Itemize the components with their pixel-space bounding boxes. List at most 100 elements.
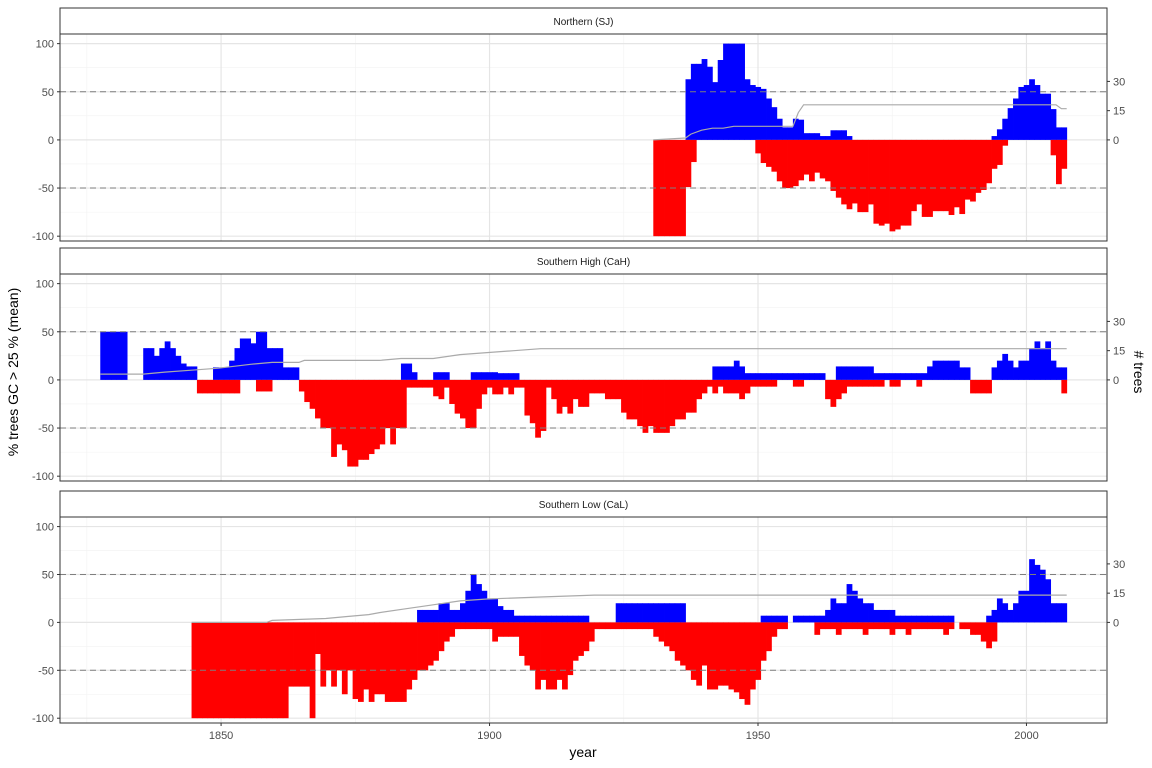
bar-positive [647, 603, 654, 623]
bar-negative [1061, 139, 1068, 169]
bar-positive [760, 615, 767, 623]
bar-negative [980, 379, 987, 394]
bar-positive [846, 136, 853, 140]
y-tick-label: -100 [32, 231, 54, 243]
bar-negative [540, 379, 547, 431]
bar-negative [873, 139, 880, 224]
bar-positive [996, 129, 1003, 140]
bar-positive [916, 615, 923, 623]
bar-positive [782, 127, 788, 140]
bar-positive [288, 367, 294, 380]
bar-positive [100, 331, 107, 380]
trees-count-line [191, 594, 1067, 623]
x-tick-label: 1950 [746, 730, 770, 742]
bar-negative [449, 622, 456, 637]
bar-negative [395, 622, 402, 702]
bar-negative [970, 622, 976, 635]
bar-positive [572, 615, 579, 623]
bar-negative [578, 622, 584, 656]
bar-positive [1050, 603, 1057, 623]
bar-positive [1029, 559, 1035, 623]
bar-negative [862, 622, 869, 635]
bar-negative [674, 139, 681, 237]
bar-positive [443, 372, 450, 380]
bar-positive [717, 59, 724, 140]
bar-positive [1055, 603, 1062, 623]
bar-positive [486, 598, 493, 623]
bar-positive [771, 107, 778, 140]
bar-negative [841, 379, 847, 394]
bar-negative [298, 379, 305, 392]
bar-positive [744, 373, 751, 380]
bar-positive [669, 603, 676, 623]
bar-negative [196, 379, 203, 394]
bar-positive [798, 119, 805, 140]
bar-negative [798, 139, 805, 181]
bar-positive [250, 343, 257, 380]
bar-positive [766, 373, 772, 380]
bar-negative [647, 622, 654, 630]
bar-positive [626, 603, 633, 623]
bar-negative [476, 622, 482, 630]
bar-positive [937, 615, 944, 623]
bar-negative [583, 622, 590, 652]
bar-negative [610, 379, 617, 400]
bar-negative [411, 622, 418, 680]
bar-negative [749, 622, 756, 690]
bar-positive [470, 372, 477, 380]
bar-positive [465, 590, 472, 623]
bar-negative [519, 622, 525, 656]
bar-negative [454, 622, 461, 630]
bar-negative [911, 622, 917, 630]
y-right-tick-label: 30 [1113, 76, 1125, 88]
bar-negative [261, 379, 268, 392]
bar-negative [975, 139, 982, 193]
bar-negative [379, 379, 386, 445]
bar-positive [1007, 609, 1014, 623]
bar-positive [932, 615, 939, 623]
bar-positive [782, 615, 788, 623]
bar-negative [900, 139, 907, 226]
bar-negative [873, 622, 880, 630]
bar-negative [749, 379, 756, 387]
bar-negative [851, 379, 858, 387]
bar-positive [921, 373, 928, 380]
bar-positive [143, 348, 149, 380]
bar-negative [486, 379, 493, 388]
bar-positive [905, 373, 912, 380]
panel-title: Northern (SJ) [553, 17, 613, 28]
bar-negative [803, 139, 810, 175]
bar-positive [825, 609, 831, 623]
bar-negative [868, 379, 874, 387]
bar-negative [374, 622, 380, 695]
bar-negative [771, 139, 778, 172]
bar-positive [529, 615, 536, 623]
bar-negative [368, 379, 375, 455]
bar-positive [814, 133, 821, 140]
bar-negative [846, 622, 853, 630]
bar-positive [239, 338, 246, 380]
bar-negative [674, 622, 681, 661]
bar-negative [465, 622, 472, 630]
bar-negative [658, 622, 665, 642]
bar-positive [755, 86, 762, 140]
bar-positive [556, 615, 563, 623]
bar-negative [776, 139, 783, 182]
bar-negative [664, 379, 670, 433]
bar-negative [927, 622, 933, 630]
bar-negative [760, 139, 767, 164]
bar-positive [723, 366, 729, 380]
bar-positive [293, 367, 300, 380]
bar-negative [567, 379, 574, 414]
bar-negative [502, 622, 509, 637]
x-tick-label: 1900 [477, 730, 501, 742]
bar-positive [884, 609, 890, 623]
bar-negative [889, 379, 896, 387]
bar-positive [862, 603, 869, 623]
bar-negative [460, 622, 466, 630]
bar-negative [524, 379, 531, 416]
bar-negative [336, 379, 343, 445]
bar-positive [937, 360, 944, 380]
bar-positive [492, 598, 498, 623]
panel-3: Southern Low (CaL) -100 -50 0 50 100 0 15 30 [32, 490, 1125, 725]
